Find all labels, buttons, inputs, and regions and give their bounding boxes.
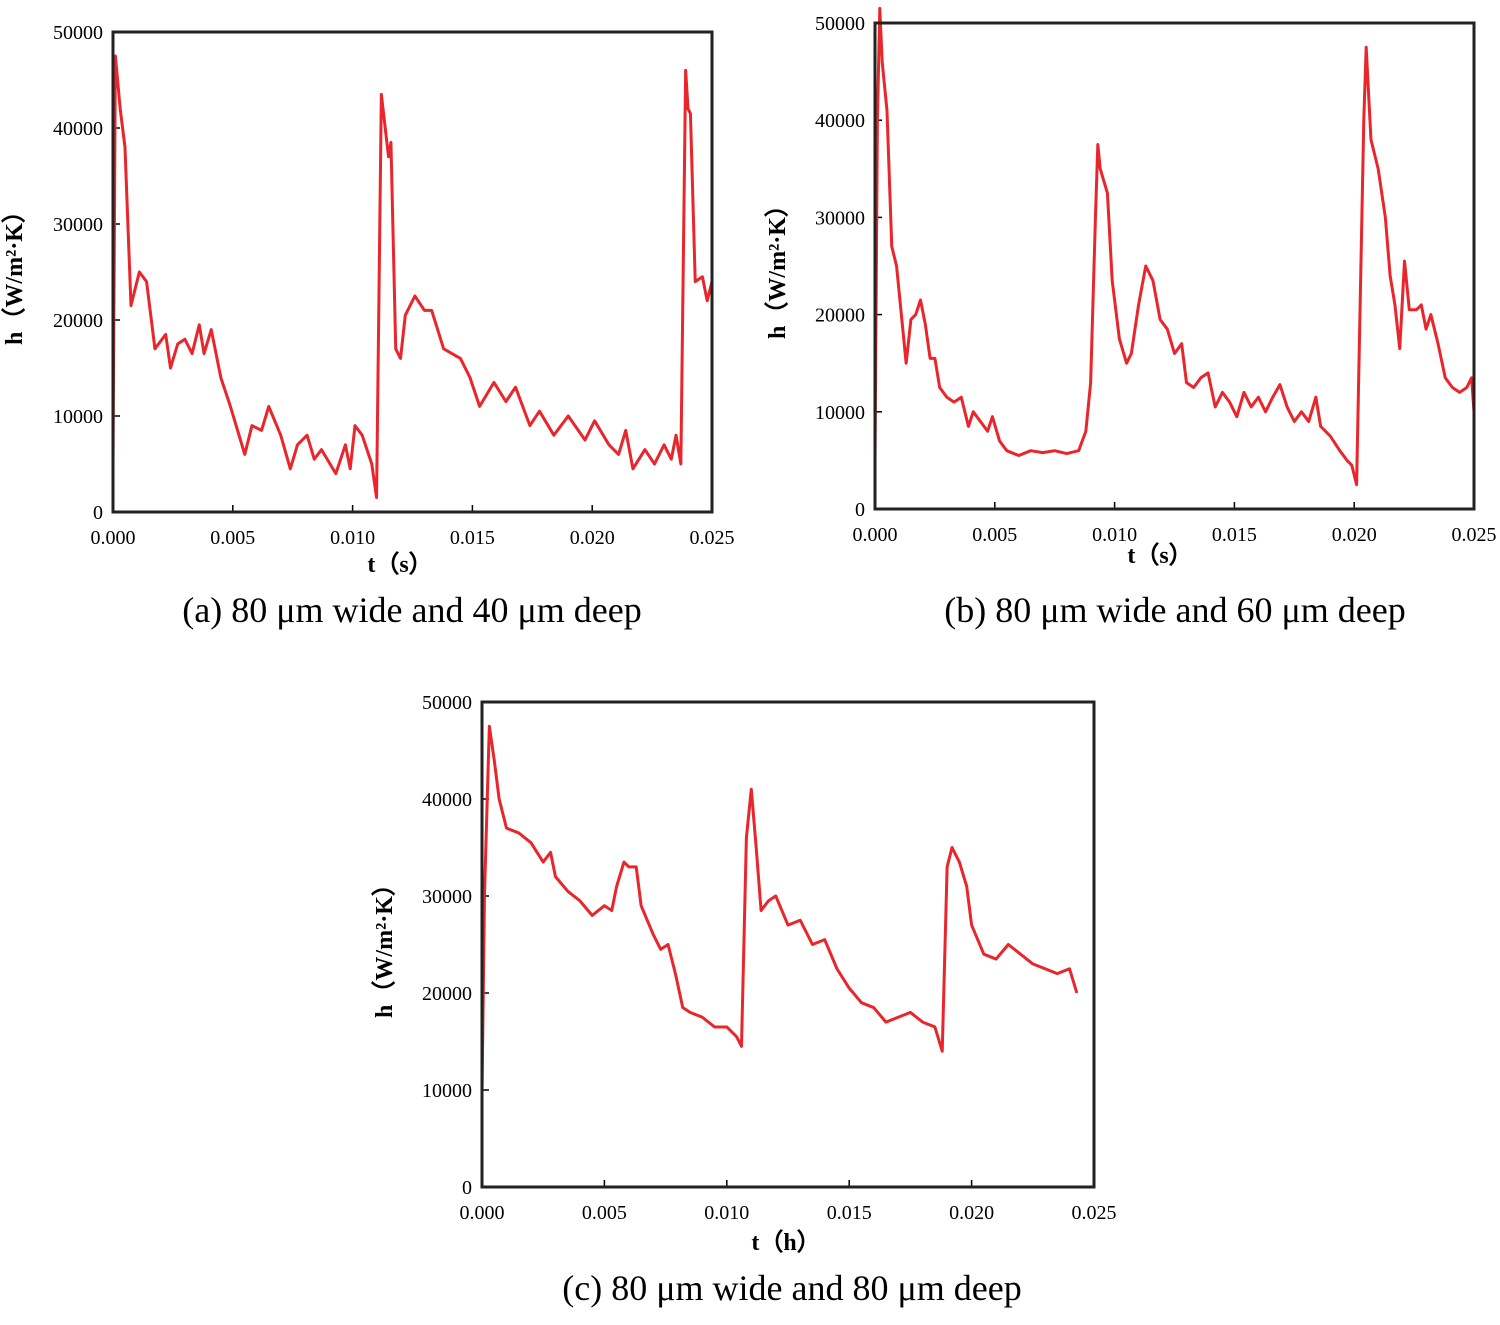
data-line xyxy=(873,6,1476,487)
x-tick-label: 0.005 xyxy=(972,524,1017,546)
x-tick-label: 0.005 xyxy=(582,1202,627,1224)
x-tick-label: 0.015 xyxy=(1212,524,1257,546)
data-line xyxy=(111,54,714,500)
y-tick-label: 10000 xyxy=(53,406,103,428)
y-tick-label: 0 xyxy=(855,499,865,521)
plot-frame xyxy=(111,30,714,514)
y-tick-label: 50000 xyxy=(422,692,472,714)
x-tick-label: 0.005 xyxy=(210,527,255,549)
subplot: 0.000 0.005 0.010 0.015 0.020 0.025 0 10000 2000… xyxy=(371,692,1117,1256)
subplot: 0.000 0.005 0.010 0.015 0.020 0.025 0 10000 2000… xyxy=(764,6,1497,569)
subplot: 0.000 0.005 0.010 0.015 0.020 0.025 0 10000 2000… xyxy=(1,22,735,578)
y-tick-label: 0 xyxy=(93,502,103,524)
x-tick-label: 0.010 xyxy=(704,1202,749,1224)
x-tick-label: 0.000 xyxy=(853,524,898,546)
y-tick-label: 30000 xyxy=(53,214,103,236)
y-tick-label: 10000 xyxy=(422,1080,472,1102)
plot-frame xyxy=(480,700,1096,1189)
x-tick-label: 0.000 xyxy=(91,527,136,549)
x-tick-label: 0.000 xyxy=(460,1202,505,1224)
data-line xyxy=(480,724,1079,1095)
y-tick-label: 50000 xyxy=(815,13,865,35)
caption: (b) 80 μm wide and 60 μm deep xyxy=(944,590,1406,630)
x-tick-label: 0.020 xyxy=(949,1202,994,1224)
caption: (c) 80 μm wide and 80 μm deep xyxy=(562,1268,1021,1308)
y-tick-label: 10000 xyxy=(815,402,865,424)
x-tick-label: 0.010 xyxy=(330,527,375,549)
x-tick-label: 0.025 xyxy=(1452,524,1497,546)
x-axis-label: t（s） xyxy=(367,551,432,578)
y-axis-label: h（W/m²·K） xyxy=(371,872,398,1018)
x-axis-label: t（h） xyxy=(751,1229,820,1256)
y-tick-label: 30000 xyxy=(815,207,865,229)
y-tick-label: 40000 xyxy=(53,118,103,140)
y-tick-label: 50000 xyxy=(53,22,103,44)
x-tick-label: 0.010 xyxy=(1092,524,1137,546)
y-tick-label: 20000 xyxy=(815,305,865,327)
plot-frame xyxy=(873,21,1476,511)
y-axis-label: h（W/m²·K） xyxy=(1,199,28,345)
x-tick-label: 0.020 xyxy=(570,527,615,549)
x-axis-label: t（s） xyxy=(1127,542,1192,569)
y-tick-label: 20000 xyxy=(422,983,472,1005)
x-tick-label: 0.020 xyxy=(1332,524,1377,546)
caption: (a) 80 μm wide and 40 μm deep xyxy=(182,590,641,630)
y-tick-label: 40000 xyxy=(422,789,472,811)
y-tick-label: 20000 xyxy=(53,310,103,332)
x-tick-label: 0.025 xyxy=(1072,1202,1117,1224)
x-tick-label: 0.015 xyxy=(450,527,495,549)
x-tick-label: 0.015 xyxy=(827,1202,872,1224)
y-tick-label: 0 xyxy=(462,1177,472,1199)
x-tick-label: 0.025 xyxy=(690,527,735,549)
y-tick-label: 30000 xyxy=(422,886,472,908)
y-axis-label: h（W/m²·K） xyxy=(764,193,791,339)
y-tick-label: 40000 xyxy=(815,110,865,132)
